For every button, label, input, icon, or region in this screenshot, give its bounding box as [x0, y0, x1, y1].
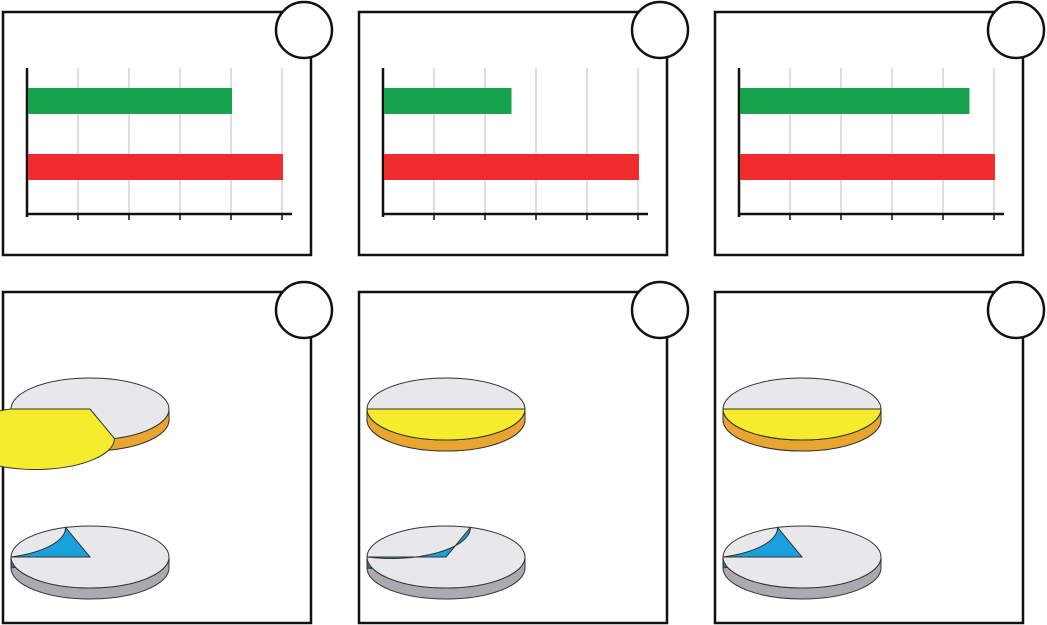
corner-circle	[986, 0, 1046, 60]
pie-yellow-slice	[722, 408, 882, 441]
bar-green	[384, 88, 512, 114]
pie-panel-2	[357, 280, 690, 625]
pie-panel-3	[713, 280, 1046, 625]
corner-circle	[274, 0, 334, 60]
pie-blue-slice	[366, 526, 471, 559]
pie-yellow-slice	[366, 408, 526, 441]
panel-frame	[713, 10, 1025, 257]
bar-panel-3	[713, 0, 1046, 257]
corner-circle	[274, 280, 334, 340]
bar-chart-row	[1, 0, 1046, 257]
bar-green	[740, 88, 970, 114]
pie-blue-slice	[722, 526, 804, 558]
corner-circle	[986, 280, 1046, 340]
corner-circle	[630, 280, 690, 340]
bar-panel-2	[357, 0, 690, 257]
pie-yellow-slice	[0, 408, 115, 470]
bar-red	[28, 154, 283, 180]
panel-frame	[1, 10, 313, 257]
bar-green	[28, 88, 232, 114]
pie-blue-slice	[10, 526, 92, 558]
bar-red	[384, 154, 639, 180]
bar-panel-1	[1, 0, 334, 257]
pie-panel-1	[0, 280, 334, 625]
corner-circle	[630, 0, 690, 60]
panel-frame	[357, 10, 669, 257]
pie-chart-row	[0, 280, 1046, 625]
bar-red	[740, 154, 995, 180]
